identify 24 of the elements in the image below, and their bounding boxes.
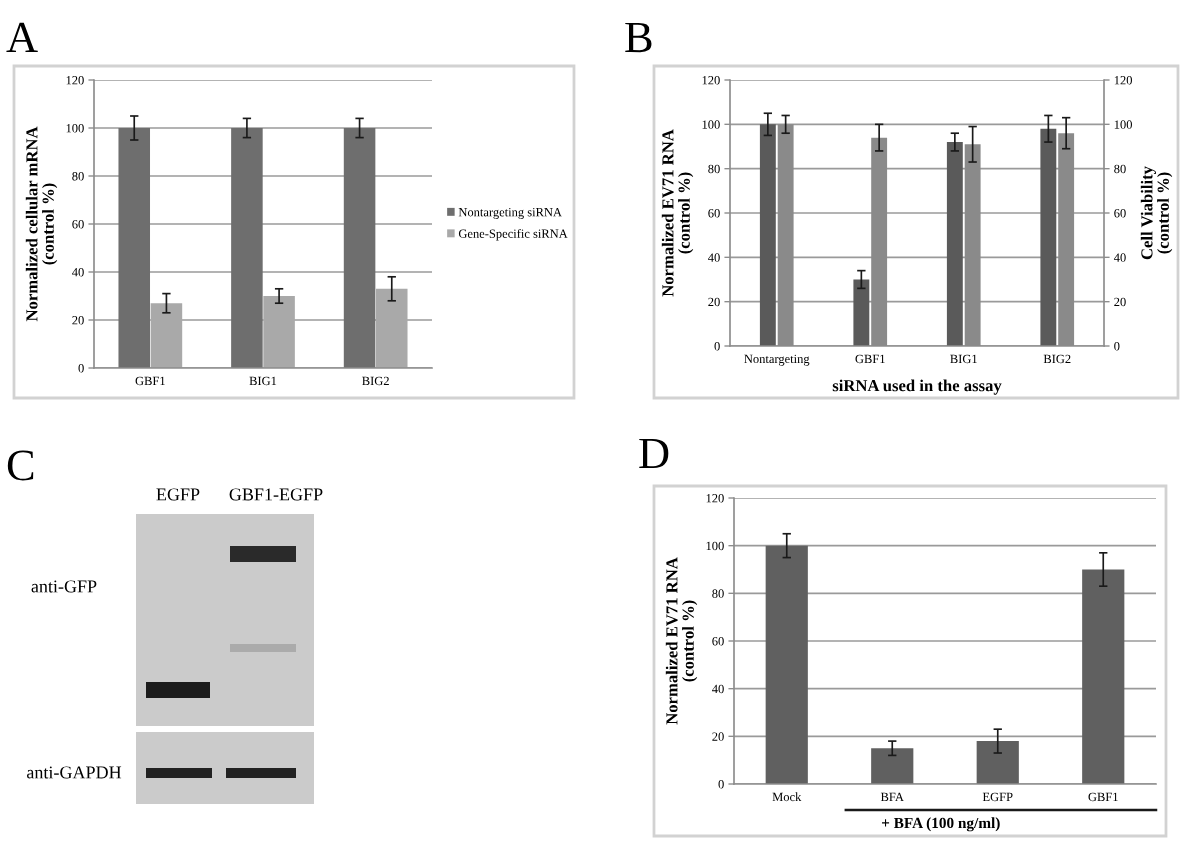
y-axis-title: Normalized cellular mRNA (control %)	[25, 126, 58, 322]
y-axis-title: Normalized EV71 RNA (control %)	[665, 557, 698, 725]
bar	[231, 128, 263, 368]
bar	[976, 741, 1019, 784]
text: GBF1-EGFP	[229, 488, 323, 501]
text: anti-GAPDH	[26, 766, 122, 779]
bar	[343, 128, 376, 368]
bar	[118, 128, 151, 368]
chart-title: D	[639, 438, 669, 469]
bar	[871, 748, 914, 784]
x-axis-title: siRNA used in the assay	[832, 379, 1002, 395]
text: anti-GFP	[31, 580, 97, 593]
bar	[853, 279, 870, 346]
text: EGFP	[156, 488, 200, 501]
chart-title: A	[6, 22, 38, 52]
y2-axis-title: Cell Viability (control %)	[1140, 166, 1173, 260]
chart-title: B	[625, 22, 652, 53]
y-axis-title: Normalized EV71 RNA (control %)	[661, 129, 694, 297]
bar	[263, 296, 295, 368]
bar	[1082, 569, 1125, 784]
bar	[375, 288, 408, 368]
text: C	[7, 450, 34, 481]
bar	[765, 545, 808, 784]
bar	[150, 303, 183, 368]
